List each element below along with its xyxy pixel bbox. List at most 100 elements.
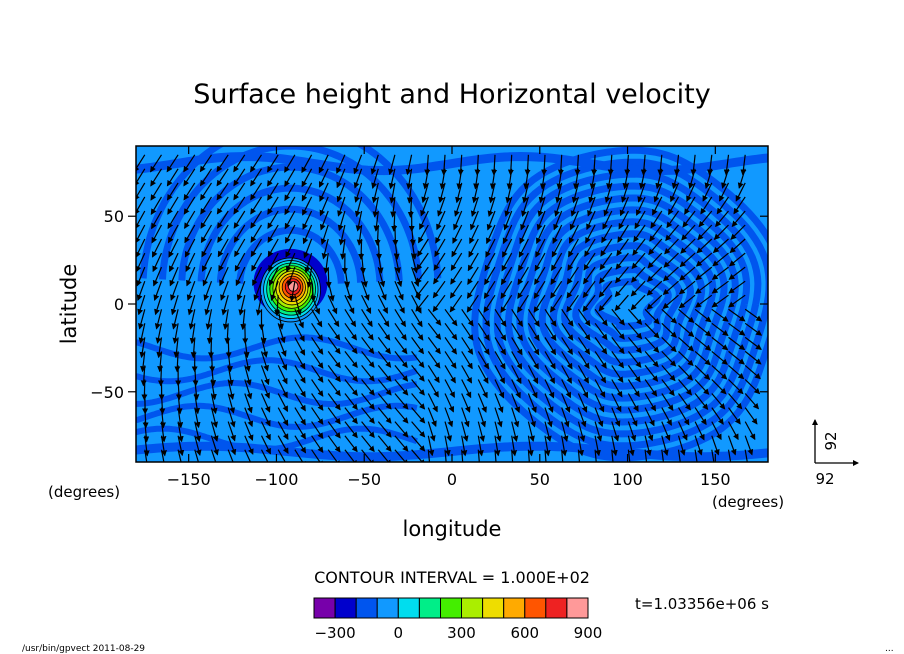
velocity-vector-652 (627, 351, 642, 368)
velocity-vector-278 (344, 351, 358, 368)
velocity-vector-731 (681, 224, 696, 241)
velocity-vector-33 (154, 309, 163, 330)
velocity-vector-138 (234, 238, 246, 258)
velocity-vector-582 (566, 294, 579, 313)
velocity-vector-79 (190, 337, 197, 359)
velocity-vector-428 (449, 294, 463, 313)
velocity-vector-653 (627, 365, 641, 383)
velocity-vector-310 (371, 182, 379, 204)
velocity-vector-511 (519, 224, 529, 245)
velocity-vector-764 (711, 379, 727, 395)
velocity-vector-581 (566, 280, 579, 299)
velocity-vector-491 (501, 252, 513, 272)
velocity-vector-274 (344, 294, 355, 315)
velocity-vector-229 (310, 281, 317, 303)
velocity-vector-530 (538, 182, 546, 204)
velocity-vector-85 (194, 421, 202, 443)
velocity-vector-597 (587, 196, 596, 217)
velocity-vector-665 (633, 224, 646, 243)
height-band-1 (583, 266, 672, 342)
velocity-vector-433 (461, 365, 473, 384)
velocity-vector-498 (511, 351, 523, 370)
velocity-vector-654 (627, 379, 640, 398)
velocity-vector-797 (730, 224, 746, 240)
velocity-vector-357 (409, 224, 416, 246)
velocity-vector-233 (311, 337, 324, 355)
velocity-vector-203 (284, 224, 296, 244)
colorbar-tick-label: 300 (447, 624, 476, 642)
velocity-vector-341 (394, 308, 406, 328)
velocity-vector-35 (156, 337, 163, 359)
velocity-vector-415 (444, 421, 453, 442)
velocity-vector-619 (603, 196, 613, 217)
velocity-vector-778 (711, 266, 729, 280)
velocity-vector-14 (140, 351, 147, 373)
velocity-vector-205 (286, 252, 296, 273)
velocity-vector-660 (640, 154, 647, 176)
colorbar-swatch-8 (482, 597, 505, 619)
velocity-vector-603 (582, 280, 596, 299)
velocity-vector-427 (449, 280, 463, 299)
velocity-vector-714 (662, 294, 679, 309)
footer-right: ... (885, 644, 894, 654)
velocity-vector-650 (627, 322, 643, 340)
velocity-vector-97 (203, 280, 213, 301)
colorbar-swatch-0 (313, 597, 336, 619)
velocity-vector-296 (361, 294, 372, 314)
velocity-vector-606 (594, 322, 608, 341)
velocity-vector-20 (143, 435, 150, 457)
velocity-vector-685 (652, 196, 663, 216)
velocity-vector-583 (577, 308, 591, 327)
velocity-vector-645 (615, 252, 629, 270)
velocity-vector-593 (577, 449, 581, 462)
velocity-vector-300 (361, 351, 375, 368)
velocity-vector-34 (155, 323, 163, 344)
velocity-vector-370 (411, 407, 426, 424)
velocity-vector-489 (502, 224, 513, 245)
velocity-vector-77 (188, 309, 196, 330)
velocity-vector-190 (277, 351, 288, 371)
velocity-vector-359 (411, 252, 419, 274)
velocity-vector-181 (267, 224, 279, 244)
velocity-vector-184 (268, 266, 279, 287)
velocity-vector-64 (177, 435, 185, 457)
velocity-vector-22 (150, 154, 163, 173)
velocity-vector-7 (136, 252, 146, 273)
velocity-vector-41 (160, 421, 167, 443)
velocity-vector-708 (666, 210, 679, 229)
velocity-vector-405 (432, 280, 446, 299)
velocity-vector-781 (728, 308, 746, 322)
velocity-vector-584 (577, 322, 591, 341)
velocity-vector-638 (624, 154, 631, 176)
velocity-vector-740 (694, 350, 711, 366)
velocity-vector-402 (434, 238, 446, 258)
velocity-vector-400 (436, 210, 446, 231)
velocity-vector-469 (484, 252, 496, 272)
velocity-vector-26 (151, 210, 163, 230)
velocity-vector-208 (294, 295, 302, 316)
velocity-vector-799 (728, 252, 746, 267)
velocity-vector-93 (200, 224, 213, 244)
velocity-vector-492 (500, 266, 513, 286)
velocity-vector-216 (294, 407, 306, 426)
velocity-vector-245 (319, 196, 329, 217)
velocity-vector-451 (477, 308, 490, 327)
velocity-vector-37 (157, 365, 164, 387)
velocity-vector-791 (727, 449, 732, 462)
velocity-vector-692 (646, 294, 663, 310)
velocity-vector-419 (456, 168, 463, 190)
velocity-vector-534 (535, 238, 546, 258)
velocity-vector-558 (550, 266, 563, 285)
velocity-vector-703 (661, 449, 665, 462)
velocity-vector-235 (311, 365, 324, 383)
height-band-12 (236, 226, 345, 284)
velocity-vector-580 (566, 266, 579, 285)
velocity-vector-116 (217, 238, 229, 258)
velocity-vector-119 (220, 280, 229, 301)
velocity-vector-792 (740, 154, 747, 176)
velocity-vector-458 (477, 407, 487, 428)
velocity-vector-353 (406, 168, 413, 190)
velocity-vector-800 (728, 266, 746, 280)
velocity-vector-253 (327, 308, 340, 328)
y-tick-label: 0 (114, 295, 124, 314)
